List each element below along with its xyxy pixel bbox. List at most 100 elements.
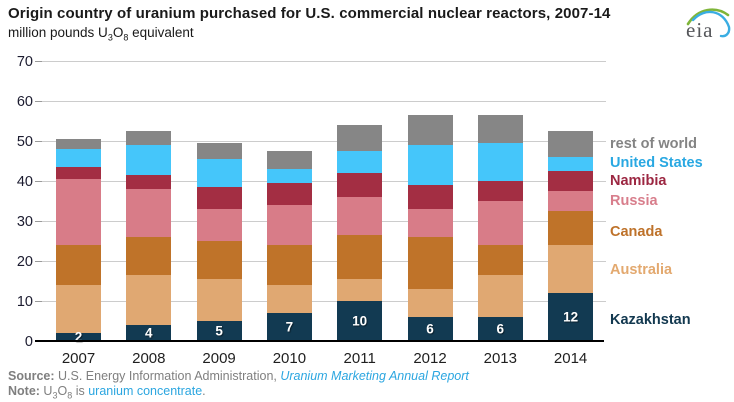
bar-value-label-2014: 12 xyxy=(563,309,579,325)
x-axis-year-2013: 2013 xyxy=(483,350,517,367)
bar-2013-australia xyxy=(477,275,523,317)
bar-2008-rest-of-world xyxy=(126,131,172,145)
bar-2007-namibia xyxy=(56,167,101,179)
bar-value-label-2007: 2 xyxy=(74,329,83,345)
chart-subtitle: million pounds U3O8 equivalent xyxy=(8,25,194,43)
eia-logo-swirl-icon xyxy=(686,8,731,38)
eia-logo-text: eia xyxy=(686,18,714,42)
bar-2007-rest-of-world xyxy=(56,139,101,149)
bar-2012-canada xyxy=(407,237,453,289)
bar-2013-united-states xyxy=(477,143,523,181)
bar-2012-rest-of-world xyxy=(407,115,453,145)
bar-2014-australia xyxy=(548,245,594,293)
bar-2013-namibia xyxy=(477,181,523,201)
y-axis-label-60: 60 xyxy=(16,94,33,110)
bar-2009-namibia xyxy=(196,187,242,209)
x-axis-year-2007: 2007 xyxy=(61,350,96,367)
x-axis-year-2009: 2009 xyxy=(202,350,236,367)
gridline-10 xyxy=(42,301,606,302)
eia-logo: eia xyxy=(685,3,731,45)
bar-2007-canada xyxy=(56,245,101,285)
bar-2011-rest-of-world xyxy=(337,125,383,151)
bar-2010-canada xyxy=(266,245,312,285)
bar-2013-kazakhstan xyxy=(477,317,523,341)
bar-2007-kazakhstan xyxy=(56,333,101,341)
bar-2014-kazakhstan xyxy=(548,293,594,341)
bar-2014-canada xyxy=(548,211,594,245)
legend-label-russia: Russia xyxy=(610,193,658,209)
bar-2009-rest-of-world xyxy=(196,143,242,159)
y-tick-60 xyxy=(35,101,42,102)
y-tick-50 xyxy=(35,141,42,142)
bar-2014-namibia xyxy=(548,171,594,191)
x-axis-year-2014: 2014 xyxy=(553,350,588,367)
legend-label-australia: Australia xyxy=(610,262,673,278)
bar-2009-australia xyxy=(196,279,242,321)
y-axis-label-70: 70 xyxy=(16,54,33,70)
source-line: Source: U.S. Energy Information Administ… xyxy=(8,369,469,383)
bar-2009-russia xyxy=(196,209,242,241)
y-axis-label-30: 30 xyxy=(16,214,33,230)
bar-2012-united-states xyxy=(407,145,453,185)
bar-2009-kazakhstan xyxy=(196,321,242,341)
y-axis-label-10: 10 xyxy=(16,294,33,310)
y-tick-10 xyxy=(35,301,42,302)
bar-2012-russia xyxy=(407,209,453,237)
source-text: U.S. Energy Information Administration, xyxy=(54,369,281,383)
y-tick-40 xyxy=(35,181,42,182)
source-report-link[interactable]: Uranium Marketing Annual Report xyxy=(280,369,469,383)
gridline-70 xyxy=(42,61,606,62)
bar-2014-united-states xyxy=(548,157,594,171)
bar-2007-australia xyxy=(56,285,101,333)
bar-2011-canada xyxy=(337,235,383,279)
bar-2012-kazakhstan xyxy=(407,317,453,341)
bar-value-label-2011: 10 xyxy=(352,313,368,329)
y-tick-30 xyxy=(35,221,42,222)
bar-2013-canada xyxy=(477,245,523,275)
x-axis-year-2010: 2010 xyxy=(272,350,307,367)
y-axis-label-20: 20 xyxy=(16,254,33,270)
bar-2010-kazakhstan xyxy=(266,313,312,341)
chart-title: Origin country of uranium purchased for … xyxy=(8,5,611,22)
bar-2011-united-states xyxy=(337,151,383,173)
y-axis-label-40: 40 xyxy=(16,174,33,190)
bar-value-label-2009: 5 xyxy=(215,323,223,339)
bar-2012-australia xyxy=(407,289,453,317)
bar-2014-rest-of-world xyxy=(548,131,594,157)
bar-2008-kazakhstan xyxy=(126,325,172,341)
x-axis-year-2011: 2011 xyxy=(343,350,376,367)
bar-2013-rest-of-world xyxy=(477,115,523,143)
note-concentrate-link[interactable]: uranium concentrate xyxy=(88,384,203,398)
bar-2008-canada xyxy=(126,237,172,275)
bar-value-label-2012: 6 xyxy=(426,321,434,337)
source-label: Source: xyxy=(8,369,55,383)
gridline-60 xyxy=(42,101,606,102)
y-axis-label-50: 50 xyxy=(16,134,33,150)
legend-label-namibia: Namibia xyxy=(610,173,667,189)
legend-label-united-states: United States xyxy=(610,155,703,171)
bar-2009-united-states xyxy=(196,159,242,187)
note-line: Note: U3O8 is uranium concentrate. xyxy=(8,384,206,401)
bar-2014-russia xyxy=(548,191,594,211)
bar-2013-russia xyxy=(477,201,523,245)
bar-2010-united-states xyxy=(266,169,312,183)
y-tick-20 xyxy=(35,261,42,262)
gridline-50 xyxy=(42,141,606,142)
y-tick-70 xyxy=(35,61,42,62)
bar-value-label-2010: 7 xyxy=(285,319,294,335)
bar-2010-namibia xyxy=(266,183,312,205)
gridline-40 xyxy=(42,181,606,182)
x-axis-year-2008: 2008 xyxy=(132,350,166,367)
bar-value-label-2013: 6 xyxy=(496,321,505,337)
bar-2010-russia xyxy=(266,205,312,245)
legend-label-canada: Canada xyxy=(610,224,663,240)
bar-2010-rest-of-world xyxy=(266,151,312,169)
bar-2012-namibia xyxy=(407,185,453,209)
gridline-30 xyxy=(42,221,606,222)
x-axis-line xyxy=(35,340,604,342)
gridline-20 xyxy=(42,261,606,262)
bar-2008-namibia xyxy=(126,175,172,189)
bar-2007-russia xyxy=(56,179,101,245)
bar-2010-australia xyxy=(266,285,312,313)
